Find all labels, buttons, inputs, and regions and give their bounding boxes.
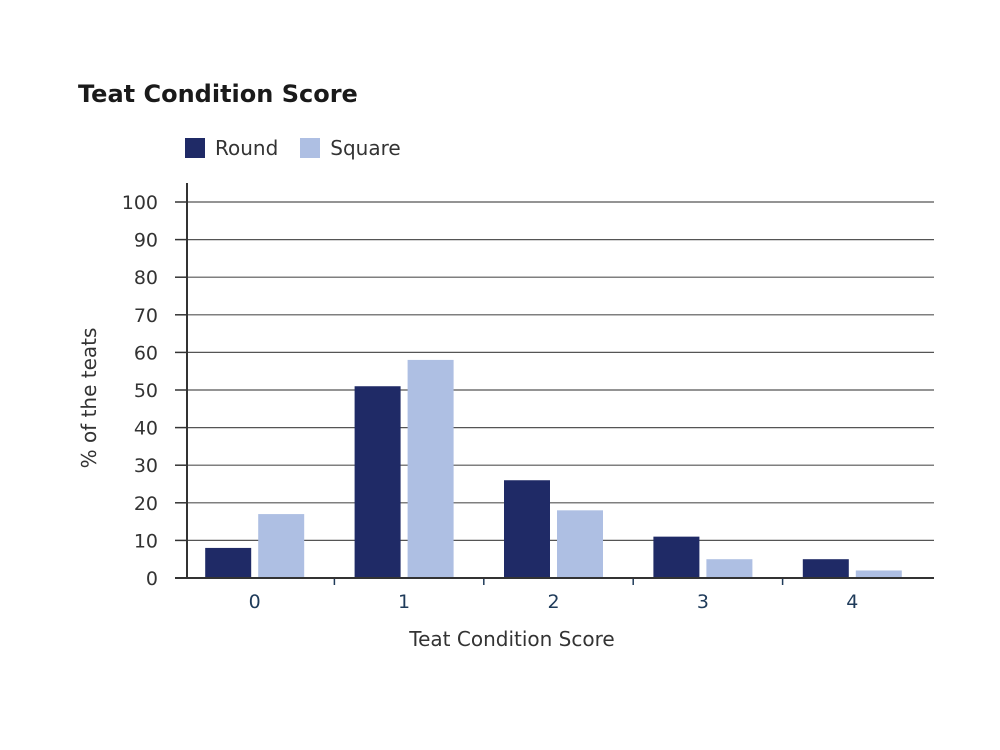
x-tick-label-4: 4: [846, 591, 858, 613]
x-tick-label-3: 3: [697, 591, 709, 613]
bar-round-0: [205, 547, 252, 578]
y-tick-label-0: 0: [146, 568, 158, 590]
y-tick-label-10: 10: [134, 530, 158, 552]
y-tick-label-50: 50: [134, 380, 158, 402]
bar-round-3: [653, 536, 700, 578]
legend-item-square: Square: [300, 136, 401, 160]
y-axis-title: % of the teats: [77, 328, 101, 469]
x-tick-label-1: 1: [398, 591, 410, 613]
y-tick-label-80: 80: [134, 267, 158, 289]
y-tick-label-70: 70: [134, 305, 158, 327]
y-tick-label-40: 40: [134, 418, 158, 440]
chart-title: Teat Condition Score: [78, 80, 358, 108]
bar-square-1: [407, 359, 454, 578]
legend-swatch-square: [300, 138, 321, 158]
x-axis-title: Teat Condition Score: [408, 627, 614, 651]
legend: Round Square: [185, 136, 423, 160]
bar-round-4: [802, 559, 849, 578]
bar-square-4: [855, 570, 902, 578]
legend-label-square: Square: [330, 136, 401, 160]
bar-square-0: [258, 514, 305, 578]
legend-label-round: Round: [215, 136, 279, 160]
x-tick-label-2: 2: [547, 591, 559, 613]
bar-round-2: [504, 480, 550, 578]
legend-item-round: Round: [185, 136, 278, 160]
legend-swatch-round: [185, 138, 205, 158]
x-tick-label-0: 0: [249, 591, 261, 613]
y-tick-label-60: 60: [134, 342, 158, 364]
y-tick-label-90: 90: [134, 230, 158, 252]
y-tick-label-20: 20: [134, 493, 158, 515]
bar-square-3: [706, 559, 753, 578]
y-tick-label-100: 100: [122, 192, 158, 214]
bar-square-2: [557, 510, 603, 578]
y-tick-label-30: 30: [134, 455, 158, 477]
bar-round-1: [354, 386, 401, 578]
